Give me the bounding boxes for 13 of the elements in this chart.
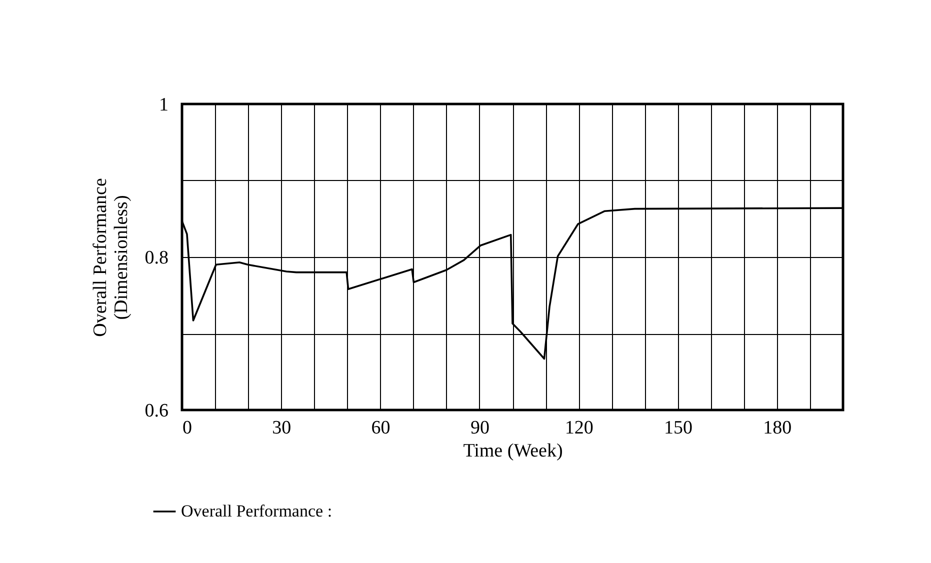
x-tick-label: 30 xyxy=(272,418,292,438)
x-tick-label: 0 xyxy=(182,418,192,438)
y-tick-label: 1 xyxy=(159,94,168,116)
y-axis-title: Overall Performance (Dimensionless) xyxy=(90,178,132,337)
x-tick-label: 180 xyxy=(763,418,792,438)
x-tick-label: 120 xyxy=(564,418,594,438)
y-tick-label: 0.8 xyxy=(144,248,168,268)
x-tick-label: 90 xyxy=(470,418,490,438)
x-axis-title: Time (Week) xyxy=(463,440,563,462)
x-tick-label: 150 xyxy=(664,418,692,438)
legend-label: Overall Performance : xyxy=(181,502,332,520)
x-tick-label: 60 xyxy=(371,418,390,438)
y-tick-label: 0.6 xyxy=(144,400,168,422)
